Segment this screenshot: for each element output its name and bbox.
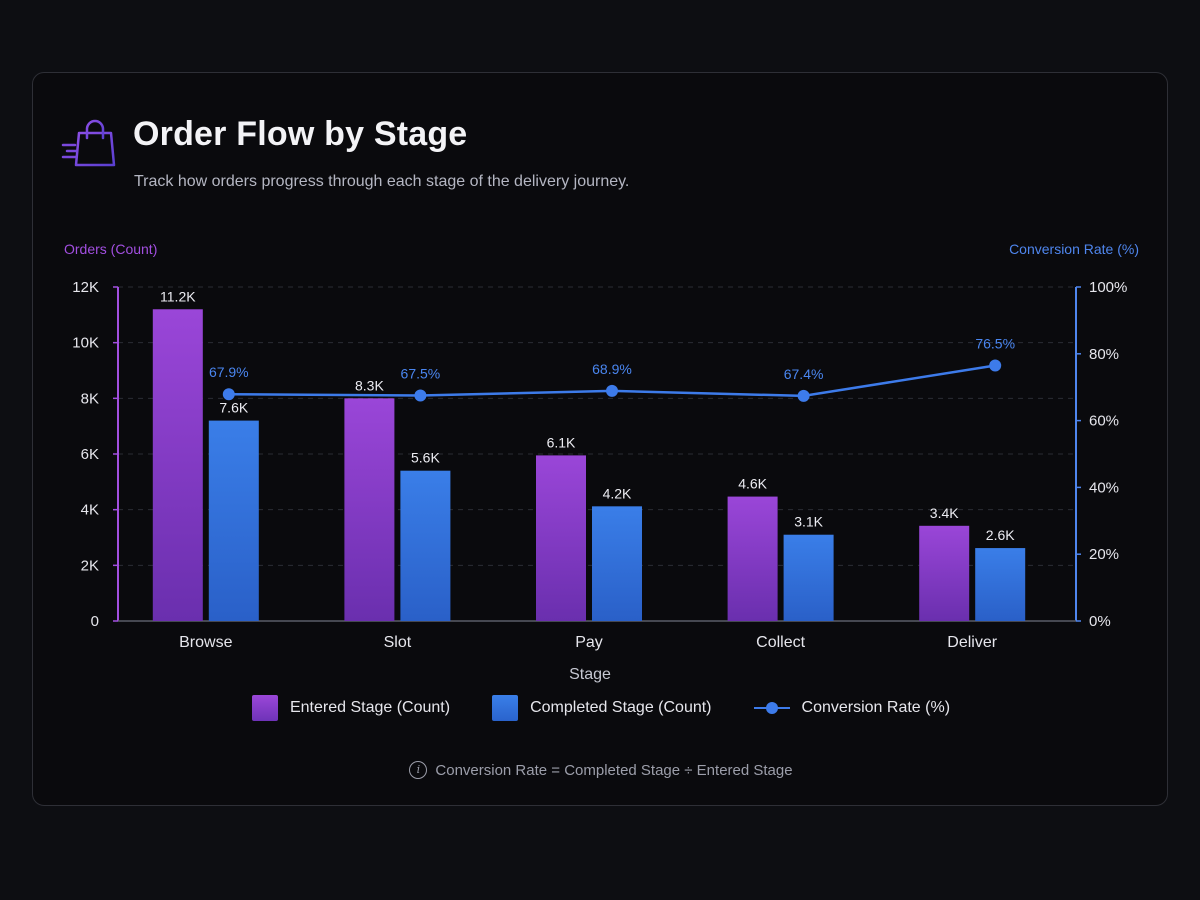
right-tick-label: 60% [1089,413,1119,430]
data-label-entered: 6.1K [547,434,576,450]
right-tick-label: 100% [1089,279,1127,296]
left-tick-label: 10K [72,335,99,352]
conversion-rate-point [414,389,427,402]
legend-label-rate: Conversion Rate (%) [801,699,951,716]
bar-entered-slot [344,398,395,621]
conversion-rate-label: 68.9% [592,361,632,377]
legend-item-rate[interactable]: Conversion Rate (%) [753,699,951,717]
right-axis-title: Conversion Rate (%) [1009,241,1139,257]
conversion-rate-label: 67.5% [401,366,441,382]
chart-card: Order Flow by Stage Track how orders pro… [32,72,1168,806]
footnote-text: Conversion Rate = Completed Stage ÷ Ente… [435,761,793,779]
bar-completed-pay [592,506,642,621]
bar-completed-collect [783,534,834,621]
conversion-rate-label: 76.5% [975,335,1015,351]
shopping-bag-icon [61,119,116,167]
right-tick-label: 80% [1089,346,1119,363]
data-label-entered: 3.4K [930,505,959,521]
conversion-rate-point [606,384,618,397]
bar-entered-collect [727,496,778,621]
x-tick-label: Deliver [947,634,997,651]
left-axis-title: Orders (Count) [64,241,157,257]
data-label-completed: 2.6K [986,527,1015,543]
legend-item-entered[interactable]: Entered Stage (Count) [251,695,451,721]
left-tick-label: 6K [81,446,99,463]
right-tick-label: 40% [1089,479,1119,496]
left-tick-label: 8K [81,390,99,407]
legend-item-completed[interactable]: Completed Stage (Count) [492,695,712,721]
bar-entered-deliver [919,525,970,621]
conversion-rate-point [989,359,1002,372]
data-label-completed: 3.1K [794,514,823,530]
rate-line-swatch [753,701,790,715]
conversion-rate-label: 67.4% [784,366,824,382]
conversion-rate-point [797,389,810,402]
order-flow-chart: Orders (Count) Conversion Rate (%) 0 2K 4K 6K… [64,241,1139,683]
data-label-completed: 4.2K [603,485,632,501]
legend-label-completed: Completed Stage (Count) [530,699,712,716]
data-label-completed: 7.6K [219,400,248,416]
footnote: i Conversion Rate = Completed Stage ÷ En… [33,761,1169,779]
right-tick-label: 0% [1089,613,1111,630]
data-label-entered: 11.2K [160,288,196,304]
left-tick-label: 4K [81,502,99,519]
x-tick-label: Pay [575,634,603,651]
right-tick-label: 20% [1089,546,1119,563]
x-axis-title: Stage [569,666,611,683]
bar-completed-slot [400,470,451,621]
conversion-rate-point [222,388,235,401]
left-tick-label: 12K [72,279,99,296]
bar-completed-browse [208,420,259,621]
left-tick-label: 0 [91,613,99,630]
conversion-rate-label: 67.9% [209,364,249,380]
bar-completed-deliver [975,548,1026,621]
data-label-entered: 8.3K [355,377,384,393]
completed-swatch [492,695,519,721]
legend-label-entered: Entered Stage (Count) [289,699,451,716]
entered-swatch [251,695,278,721]
info-icon: i [409,761,428,779]
left-tick-label: 2K [81,557,99,574]
bar-entered-browse [152,309,203,621]
x-tick-label: Collect [756,634,805,651]
bar-entered-pay [536,455,586,621]
x-tick-label: Browse [179,634,232,651]
chart-legend: Entered Stage (Count) Completed Stage (C… [33,695,1169,721]
data-label-entered: 4.6K [738,476,767,492]
x-tick-label: Slot [384,634,412,651]
page-title: Order Flow by Stage [133,115,468,153]
page-subtitle: Track how orders progress through each s… [134,173,630,190]
data-label-completed: 5.6K [411,450,440,466]
